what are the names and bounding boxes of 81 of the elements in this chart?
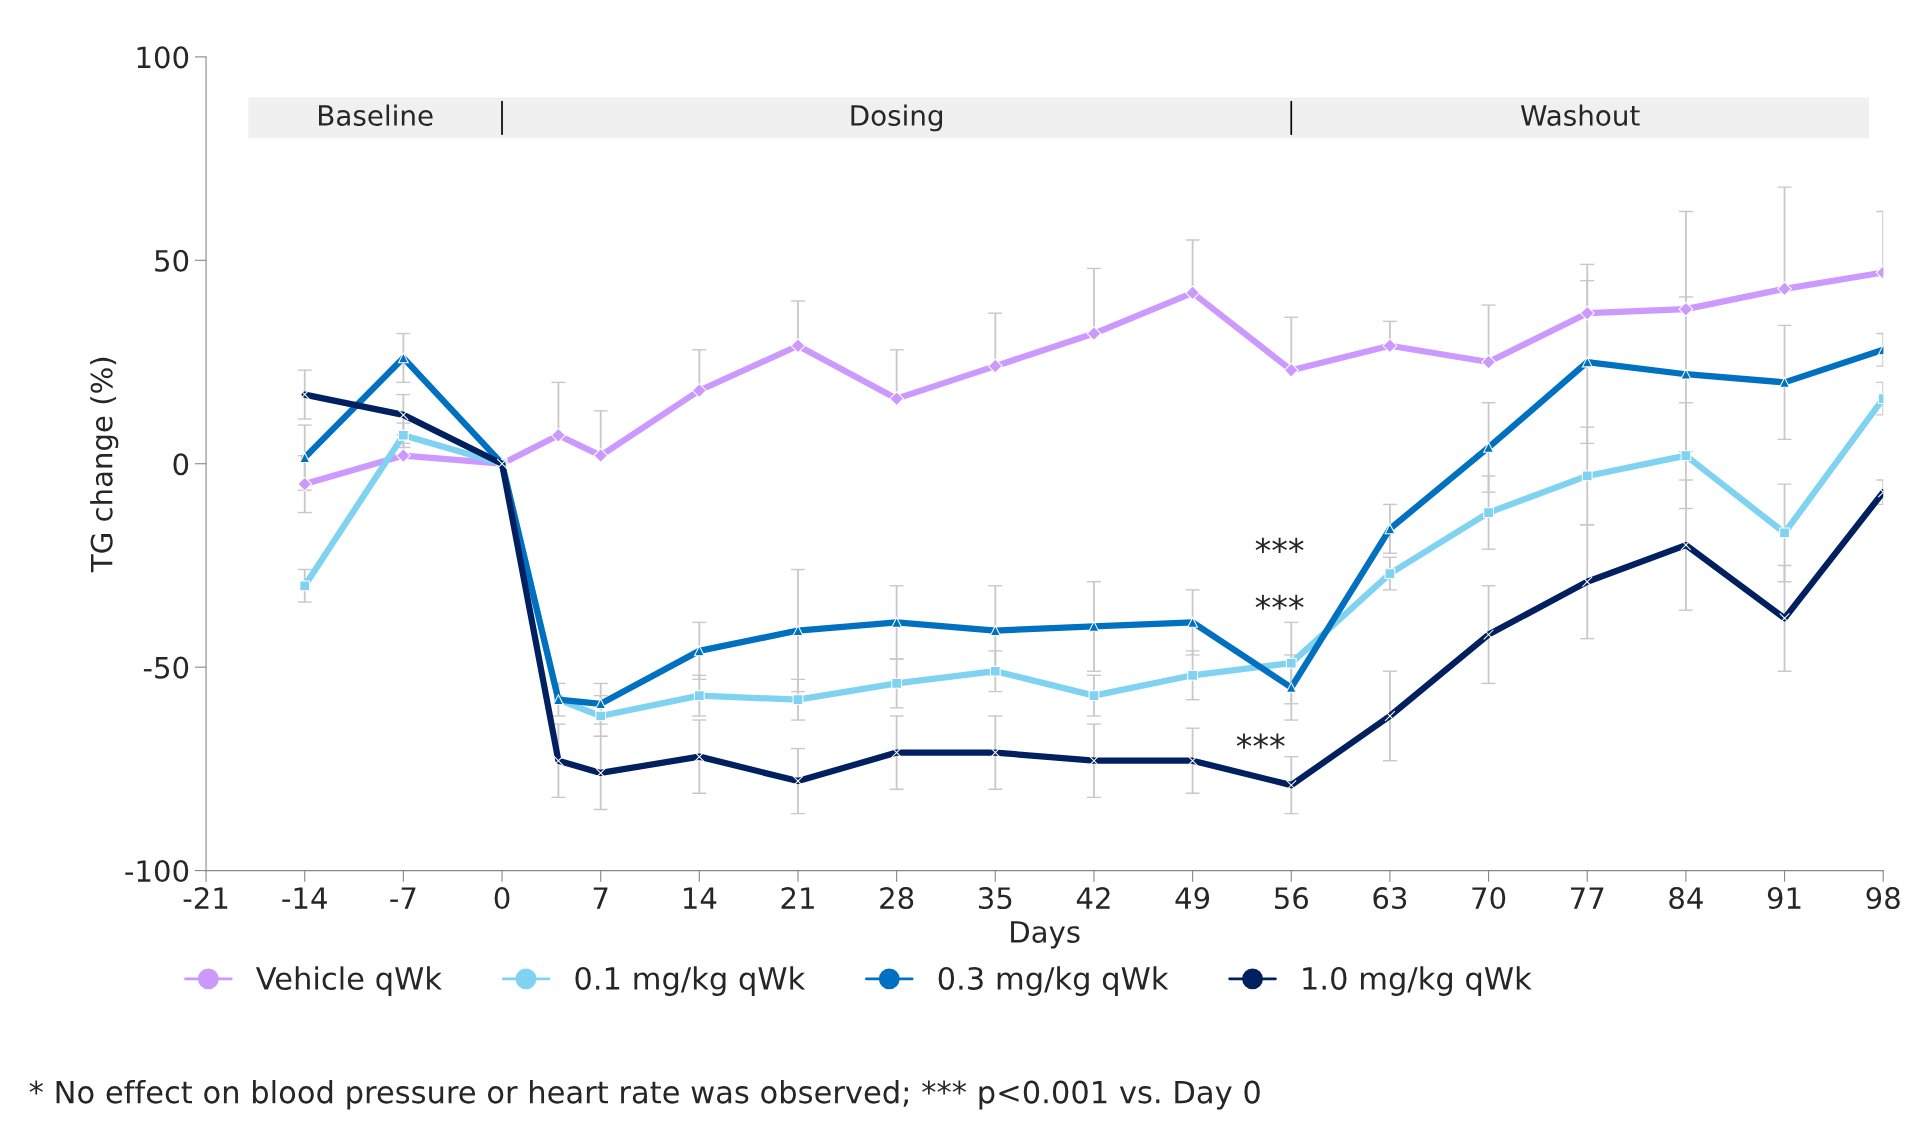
x-tick-label: 28: [880, 887, 914, 910]
y-tick-label: 50: [155, 249, 189, 272]
point: [1678, 301, 1694, 317]
x-tick-label: 7: [593, 887, 608, 909]
point: [395, 448, 411, 463]
point: [1384, 523, 1396, 535]
point: [792, 625, 804, 636]
band-label: Washout: [1520, 104, 1640, 126]
point: [691, 383, 707, 398]
point: [551, 427, 566, 443]
x-tick-label: -14: [282, 887, 327, 909]
point: [1779, 527, 1790, 539]
y-tick-label: -50: [143, 656, 189, 679]
point: [299, 452, 311, 464]
point: [1680, 368, 1692, 380]
band-label: Baseline: [319, 104, 433, 126]
x-tick-label: 98: [1866, 887, 1900, 910]
point: [1581, 470, 1593, 482]
x-tick-label: 91: [1767, 887, 1801, 910]
point: [595, 710, 607, 722]
point: [891, 617, 903, 628]
point: [397, 352, 409, 364]
point: [790, 338, 806, 354]
point: [1088, 690, 1100, 702]
point: [1086, 326, 1102, 341]
point: [987, 358, 1003, 374]
point: [1579, 305, 1595, 321]
point: [1382, 338, 1398, 354]
legend-label: 0.1 mg/kg qWk: [575, 966, 806, 996]
y-axis-title: TG change (%): [90, 357, 119, 573]
point: [1481, 354, 1496, 370]
point: [889, 391, 905, 407]
band-label: Dosing: [851, 104, 943, 132]
x-axis-title: Days: [1011, 921, 1080, 949]
point: [1283, 362, 1299, 378]
point: [1483, 442, 1494, 453]
x-tick-label: 77: [1571, 887, 1604, 909]
point: [1088, 621, 1100, 632]
legend-label: Vehicle qWk: [255, 966, 442, 996]
x-tick-label: 56: [1274, 887, 1308, 910]
point: [1185, 285, 1201, 301]
y-tick-label: -100: [125, 860, 189, 883]
point: [1680, 450, 1692, 461]
x-tick-label: 21: [781, 887, 814, 909]
x-tick-label: -21: [183, 887, 228, 909]
point: [1285, 657, 1297, 669]
x-tick-label: 70: [1472, 887, 1506, 910]
x-tick-label: 35: [978, 887, 1012, 910]
x-tick-label: 49: [1175, 887, 1210, 910]
x-tick-label: -7: [390, 887, 416, 909]
legend-label: 1.0 mg/kg qWk: [1303, 966, 1532, 996]
x-tick-label: 0: [494, 887, 510, 910]
point: [299, 580, 311, 592]
x-tick-label: 42: [1076, 887, 1110, 909]
point: [693, 690, 705, 702]
point: [891, 678, 903, 689]
point: [397, 429, 409, 441]
point: [1285, 682, 1297, 693]
point: [792, 694, 804, 706]
text: * No effect on blood pressure or heart rate was observed; *** p<0.001 vs. Day 0: [29, 1079, 1260, 1110]
annotation: ***: [1255, 594, 1304, 610]
point: [1777, 281, 1792, 297]
point: [1384, 568, 1396, 579]
legend-label: 0.3 mg/kg qWk: [938, 966, 1169, 996]
point: [1779, 376, 1790, 388]
y-tick-label: 0: [173, 453, 189, 476]
x-tick-label: 63: [1373, 887, 1407, 910]
point: [693, 645, 705, 657]
point: [989, 625, 1001, 636]
point: [1187, 669, 1198, 681]
point: [297, 476, 313, 492]
point: [989, 665, 1001, 677]
y-tick-label: 100: [137, 46, 189, 69]
point: [1581, 356, 1593, 368]
annotation: ***: [1236, 733, 1285, 749]
point: [1483, 507, 1494, 518]
point: [1187, 617, 1198, 628]
x-tick-label: 14: [683, 887, 717, 909]
annotation: ***: [1255, 537, 1304, 553]
point: [593, 448, 609, 463]
x-tick-label: 84: [1669, 887, 1703, 910]
